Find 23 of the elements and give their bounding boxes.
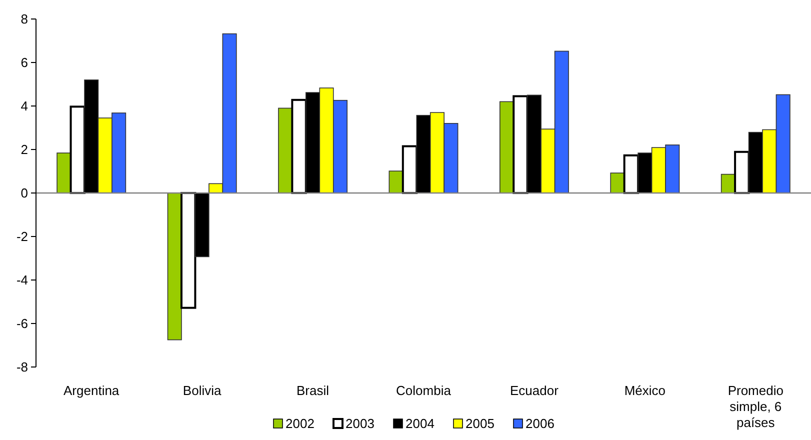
- legend-label: 2006: [526, 416, 554, 431]
- x-tick-label: Colombia: [396, 383, 452, 398]
- y-tick-label: -6: [16, 316, 28, 332]
- bar: [56, 152, 72, 194]
- legend-label: 2004: [406, 416, 434, 431]
- y-tick-label: -4: [16, 272, 28, 288]
- x-tick-label: Bolivia: [182, 383, 222, 398]
- legend-label: 2002: [286, 416, 314, 431]
- y-tick-label: -8: [16, 360, 28, 375]
- x-tick-label: Promedio simple, 6 países: [728, 383, 784, 430]
- x-tick-label: Ecuador: [510, 383, 560, 398]
- y-tick-label: -2: [16, 229, 28, 244]
- bar: [167, 192, 182, 340]
- y-tick-label: 4: [20, 98, 28, 114]
- legend-label: 2003: [346, 416, 374, 431]
- y-tick-label: 6: [20, 55, 28, 70]
- y-tick-label: 2: [20, 142, 28, 158]
- y-tick-label: 0: [20, 186, 28, 201]
- x-tick-label: Argentina: [64, 383, 120, 398]
- x-tick-label: Brasil: [296, 383, 330, 398]
- y-tick-label: 8: [20, 12, 28, 27]
- legend-label: 2005: [466, 416, 494, 431]
- x-tick-label: México: [624, 383, 666, 398]
